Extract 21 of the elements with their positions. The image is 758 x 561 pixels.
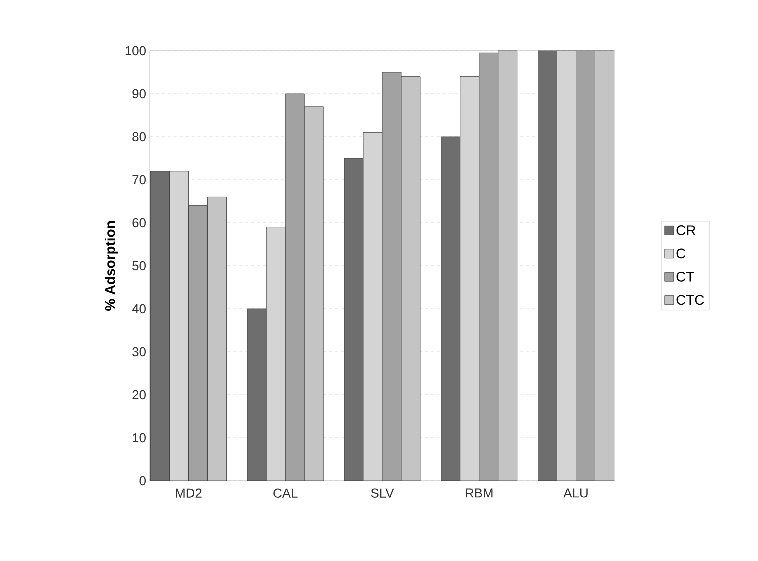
legend-label: CTC bbox=[676, 295, 704, 306]
y-tick-label: 50 bbox=[132, 261, 146, 271]
y-tick-label: 0 bbox=[140, 476, 146, 486]
y-tick-label: 60 bbox=[132, 218, 146, 228]
y-tick-label: 70 bbox=[132, 175, 146, 185]
y-tick-label: 10 bbox=[133, 433, 146, 443]
x-tick-label: SLV bbox=[371, 488, 394, 498]
y-tick-label: 80 bbox=[132, 132, 146, 142]
legend-label: CR bbox=[676, 226, 696, 236]
y-axis-title: % Adsorption bbox=[105, 222, 118, 311]
x-tick-label: RBM bbox=[466, 488, 493, 498]
x-tick-label: ALU bbox=[564, 488, 588, 498]
y-tick-label: 20 bbox=[132, 390, 146, 400]
y-tick-label: 40 bbox=[132, 304, 146, 314]
y-tick-label: 100 bbox=[126, 46, 146, 56]
y-tick-label: 30 bbox=[132, 347, 146, 357]
legend-label: CT bbox=[676, 272, 694, 282]
legend-label: C bbox=[676, 248, 686, 259]
y-tick-label: 90 bbox=[132, 89, 146, 99]
x-tick-label: MD2 bbox=[176, 488, 202, 498]
x-tick-label: CAL bbox=[274, 488, 298, 498]
